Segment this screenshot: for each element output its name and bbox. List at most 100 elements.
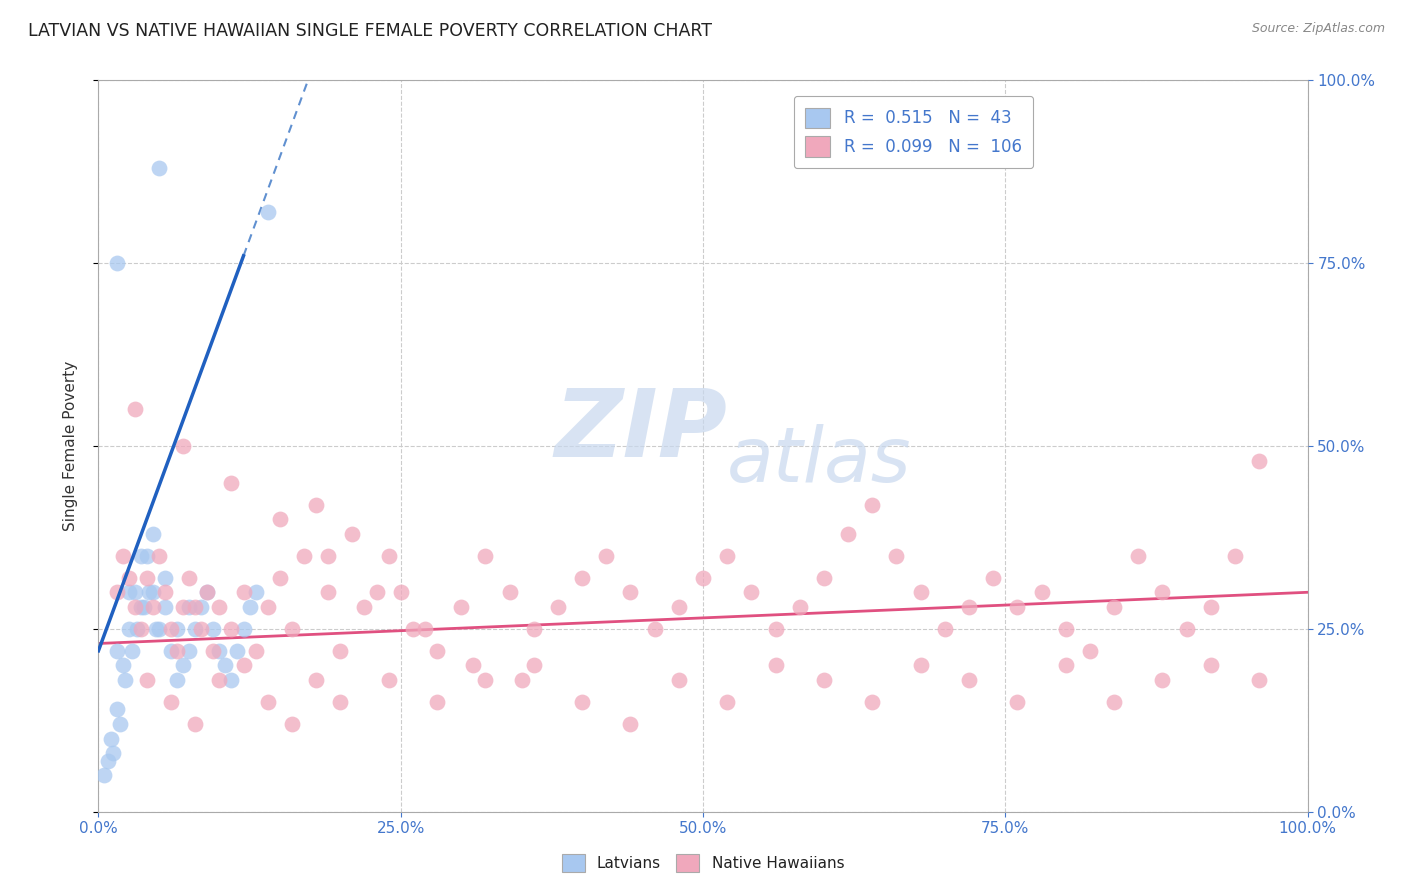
- Point: [166, 622, 188, 636]
- Point: [1175, 622, 1198, 636]
- Point: [1152, 673, 1174, 687]
- Point: [129, 622, 152, 636]
- Point: [981, 571, 1004, 585]
- Point: [172, 599, 194, 614]
- Point: [93, 768, 115, 782]
- Point: [765, 658, 787, 673]
- Point: [135, 571, 157, 585]
- Point: [292, 549, 315, 563]
- Point: [1078, 644, 1101, 658]
- Point: [1249, 453, 1271, 467]
- Point: [813, 673, 835, 687]
- Point: [114, 673, 136, 687]
- Point: [498, 585, 520, 599]
- Legend: R =  0.515   N =  43, R =  0.099   N =  106: R = 0.515 N = 43, R = 0.099 N = 106: [793, 96, 1033, 169]
- Point: [1007, 695, 1029, 709]
- Text: atlas: atlas: [727, 424, 911, 498]
- Point: [789, 599, 811, 614]
- Point: [127, 622, 149, 636]
- Point: [202, 644, 225, 658]
- Point: [523, 622, 546, 636]
- Point: [105, 585, 128, 599]
- Point: [179, 644, 201, 658]
- Point: [111, 549, 134, 563]
- Point: [111, 658, 134, 673]
- Point: [765, 622, 787, 636]
- Point: [377, 549, 399, 563]
- Point: [221, 475, 243, 490]
- Point: [226, 644, 249, 658]
- Point: [184, 599, 207, 614]
- Point: [145, 622, 167, 636]
- Text: Source: ZipAtlas.com: Source: ZipAtlas.com: [1251, 22, 1385, 36]
- Point: [474, 549, 496, 563]
- Point: [208, 644, 231, 658]
- Point: [547, 599, 569, 614]
- Point: [179, 599, 201, 614]
- Point: [245, 585, 267, 599]
- Point: [135, 549, 157, 563]
- Point: [221, 622, 243, 636]
- Point: [118, 571, 141, 585]
- Point: [245, 644, 267, 658]
- Point: [118, 622, 141, 636]
- Point: [195, 585, 218, 599]
- Point: [172, 439, 194, 453]
- Point: [232, 585, 254, 599]
- Point: [1054, 622, 1077, 636]
- Point: [100, 731, 122, 746]
- Point: [160, 644, 183, 658]
- Point: [124, 599, 146, 614]
- Point: [934, 622, 956, 636]
- Point: [256, 695, 278, 709]
- Point: [232, 622, 254, 636]
- Point: [221, 673, 243, 687]
- Point: [256, 205, 278, 219]
- Point: [668, 599, 690, 614]
- Point: [160, 622, 183, 636]
- Point: [239, 599, 262, 614]
- Point: [1102, 599, 1125, 614]
- Point: [1007, 599, 1029, 614]
- Point: [142, 599, 165, 614]
- Point: [1031, 585, 1053, 599]
- Point: [148, 549, 170, 563]
- Point: [153, 585, 176, 599]
- Point: [214, 658, 236, 673]
- Point: [1223, 549, 1246, 563]
- Point: [329, 695, 352, 709]
- Point: [1128, 549, 1150, 563]
- Point: [142, 585, 165, 599]
- Point: [105, 256, 128, 270]
- Point: [256, 599, 278, 614]
- Point: [153, 571, 176, 585]
- Point: [413, 622, 436, 636]
- Point: [153, 599, 176, 614]
- Point: [129, 599, 152, 614]
- Point: [148, 161, 170, 175]
- Point: [1249, 673, 1271, 687]
- Point: [1199, 599, 1222, 614]
- Point: [342, 526, 364, 541]
- Point: [329, 644, 352, 658]
- Point: [138, 585, 160, 599]
- Point: [190, 622, 212, 636]
- Point: [105, 702, 128, 716]
- Point: [571, 695, 593, 709]
- Point: [716, 549, 738, 563]
- Point: [353, 599, 375, 614]
- Point: [121, 644, 143, 658]
- Point: [208, 673, 231, 687]
- Point: [316, 585, 339, 599]
- Point: [426, 644, 449, 658]
- Point: [886, 549, 908, 563]
- Point: [402, 622, 425, 636]
- Point: [184, 622, 207, 636]
- Point: [910, 585, 932, 599]
- Point: [740, 585, 762, 599]
- Point: [166, 673, 188, 687]
- Point: [172, 658, 194, 673]
- Point: [160, 695, 183, 709]
- Point: [389, 585, 412, 599]
- Point: [269, 571, 291, 585]
